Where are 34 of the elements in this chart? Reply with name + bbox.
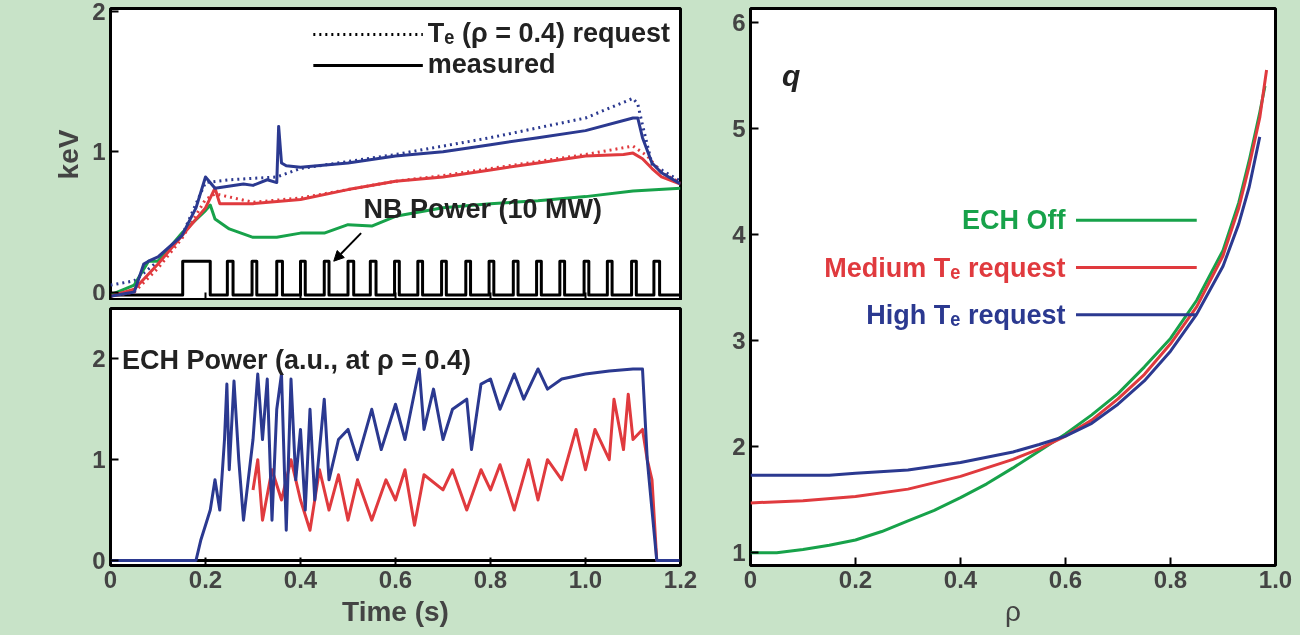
legend-label: ECH Off xyxy=(962,205,1067,236)
x-tick-label: 0.4 xyxy=(943,565,978,593)
x-axis-title: ρ xyxy=(1005,595,1021,627)
annotation: Tₑ (ρ = 0.4) request xyxy=(427,18,670,49)
legend-label: Medium Tₑ request xyxy=(824,252,1066,283)
y-tick-label: 1 xyxy=(92,138,106,166)
annotation: measured xyxy=(427,49,556,80)
y-axis-title: keV xyxy=(53,129,85,180)
x-tick-label: 0.6 xyxy=(378,565,413,593)
y-tick-label: 6 xyxy=(732,8,746,36)
x-tick-label: 1.0 xyxy=(1258,565,1293,593)
x-tick-label: 0.2 xyxy=(838,565,873,593)
x-axis-title: Time (s) xyxy=(342,595,449,627)
x-tick-label: 1.0 xyxy=(568,565,603,593)
x-tick-label: 0.4 xyxy=(283,565,318,593)
x-tick-label: 0.8 xyxy=(1153,565,1188,593)
y-tick-label: 3 xyxy=(732,327,746,355)
annotation: q xyxy=(782,58,801,92)
x-tick-label: 1.2 xyxy=(663,565,698,593)
y-tick-label: 2 xyxy=(732,433,746,461)
y-tick-label: 2 xyxy=(92,345,106,373)
y-tick-label: 0 xyxy=(92,546,106,574)
x-tick-label: 0.2 xyxy=(188,565,223,593)
x-tick-label: 0.8 xyxy=(473,565,508,593)
y-tick-label: 4 xyxy=(732,220,747,248)
legend-label: High Tₑ request xyxy=(866,299,1066,330)
line-series xyxy=(750,135,1262,477)
y-tick-label: 1 xyxy=(92,446,106,474)
x-tick-label: 0.6 xyxy=(1048,565,1083,593)
y-tick-label: 0 xyxy=(92,278,106,306)
annotation: ECH Power (a.u., at ρ = 0.4) xyxy=(121,344,471,375)
y-tick-label: 1 xyxy=(732,539,746,567)
y-tick-label: 5 xyxy=(732,114,746,142)
y-tick-label: 2 xyxy=(92,0,106,25)
